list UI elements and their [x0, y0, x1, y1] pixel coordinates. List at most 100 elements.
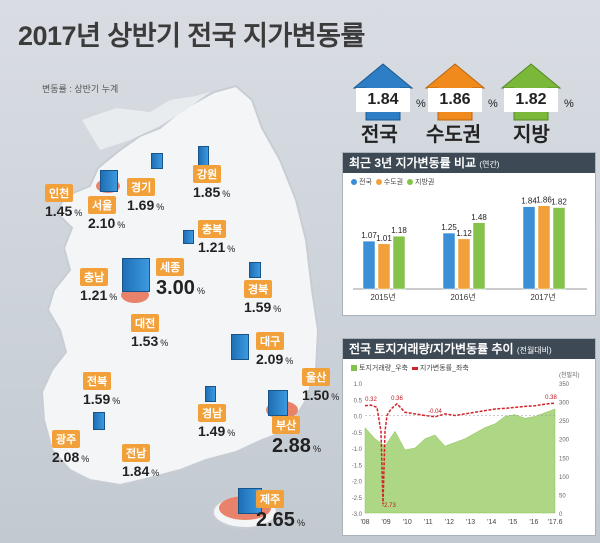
region-jeonnam: 전남 1.84%	[122, 444, 159, 481]
region-label: 경북	[244, 280, 273, 298]
region-label: 대전	[131, 314, 160, 332]
summary-national: 1.84 %	[352, 62, 426, 132]
region-value: 3.00%	[156, 277, 205, 299]
region-value: 2.10%	[88, 215, 126, 231]
data-label: 1.86	[536, 196, 552, 205]
x-tick-label: '14	[487, 519, 496, 526]
bar	[392, 235, 406, 290]
data-label: 1.07	[361, 231, 377, 240]
y-left-tick: -1.0	[352, 447, 363, 453]
x-tick-label: 2016년	[450, 292, 475, 302]
y-right-tick: 350	[559, 382, 570, 388]
region-label: 울산	[302, 368, 331, 386]
y-right-unit: (천필지)	[559, 371, 580, 379]
region-label: 충남	[80, 268, 109, 286]
region-gangwon: 강원 1.85%	[193, 165, 230, 202]
page-title: 2017년 상반기 전국 지가변동률	[18, 21, 365, 51]
summary-capital: 1.86 %	[424, 62, 498, 132]
region-gyeongbuk: 경북 1.59%	[244, 280, 281, 317]
x-tick-label: '09	[382, 519, 391, 526]
x-tick-label: 2015년	[370, 292, 395, 302]
bar	[552, 207, 566, 290]
region-value: 1.45%	[45, 203, 83, 219]
bar	[377, 243, 391, 290]
y-right-tick: 300	[559, 401, 570, 407]
region-label: 전북	[83, 372, 112, 390]
region-chungbuk: 충북 1.21%	[198, 220, 235, 257]
region-label: 광주	[52, 430, 81, 448]
y-right-tick: 150	[559, 456, 570, 462]
region-jeonbuk: 전북 1.59%	[83, 372, 120, 409]
region-label: 경기	[127, 178, 156, 196]
summary-local: 1.82 %	[500, 62, 574, 132]
region-seoul: 서울 2.10%	[88, 196, 125, 233]
region-value: 1.59%	[83, 391, 121, 407]
region-incheon: 인천 1.45%	[45, 184, 82, 221]
annotation-label: 0.38	[545, 395, 557, 401]
column-icon	[231, 334, 249, 360]
y-right-tick: 200	[559, 438, 570, 444]
x-tick-label: '16	[529, 519, 538, 526]
region-daegu: 대구 2.09%	[256, 332, 293, 369]
data-label: 1.18	[391, 226, 407, 235]
y-right-tick: 250	[559, 419, 570, 425]
region-gyeongnam: 경남 1.49%	[198, 404, 235, 441]
summary-label: 수도권	[426, 124, 482, 146]
bar	[362, 240, 376, 290]
region-label: 제주	[256, 490, 285, 508]
chart-legend: 토지거래량_우축 지가변동률_좌축	[351, 363, 469, 373]
y-left-tick: -3.0	[352, 512, 363, 518]
region-value: 1.59%	[244, 299, 282, 315]
chart-legend: 전국 수도권 지방권	[351, 177, 434, 187]
column-icon	[122, 258, 150, 292]
panel-title: 전국 토지거래량/지가변동률 추이 (전월대비)	[343, 339, 595, 359]
region-value: 2.88%	[272, 435, 321, 457]
y-right-tick: 0	[559, 512, 563, 518]
bar	[537, 205, 551, 290]
x-tick-label: '17.6	[548, 519, 563, 526]
y-right-tick: 100	[559, 475, 570, 481]
note-text: 변동률 : 상반기 누계	[42, 84, 119, 94]
region-value: 1.84%	[122, 463, 160, 479]
region-label: 인천	[45, 184, 74, 202]
column-icon	[268, 390, 288, 416]
region-value: 2.65%	[256, 509, 305, 531]
x-tick-label: '12	[445, 519, 454, 526]
rate-line	[364, 402, 556, 505]
volume-area	[364, 408, 556, 514]
y-left-tick: -2.0	[352, 480, 363, 486]
region-value: 1.21%	[198, 239, 236, 255]
data-label: 1.48	[471, 213, 487, 222]
column-icon	[93, 412, 105, 430]
y-left-tick: -2.5	[352, 496, 363, 502]
summary-label: 전국	[361, 124, 398, 146]
summary-value: 1.86	[428, 88, 482, 112]
region-busan: 부산 2.88%	[272, 416, 321, 460]
x-tick-label: '10	[403, 519, 412, 526]
summary-unit: %	[564, 98, 574, 110]
region-value: 1.49%	[198, 423, 236, 439]
data-label: 1.84	[521, 197, 537, 206]
region-label: 서울	[88, 196, 117, 214]
x-tick-label: '15	[508, 519, 517, 526]
bar	[472, 222, 486, 290]
region-label: 세종	[156, 258, 185, 276]
region-value: 1.50%	[302, 387, 340, 403]
panel-title: 최근 3년 지가변동률 비교 (연간)	[343, 153, 595, 173]
data-label: 1.01	[376, 234, 392, 243]
column-icon	[183, 230, 194, 244]
annotation-label: 0.36	[391, 396, 403, 402]
trend-panel: 전국 토지거래량/지가변동률 추이 (전월대비) 토지거래량_우축 지가변동률_…	[342, 338, 596, 536]
bar	[442, 232, 456, 290]
annotation-label: 0.32	[365, 397, 377, 403]
summary-unit: %	[416, 98, 426, 110]
region-gyeonggi: 경기 1.69%	[127, 178, 164, 215]
data-label: 1.82	[551, 198, 567, 207]
y-left-tick: -0.5	[352, 431, 363, 437]
data-label: 1.25	[441, 223, 457, 232]
region-value: 1.53%	[131, 333, 169, 349]
annotation-label: -0.04	[428, 409, 442, 415]
region-jeju: 제주 2.65%	[256, 490, 305, 534]
region-daejeon: 대전 1.53%	[131, 314, 168, 351]
region-value: 1.69%	[127, 197, 165, 213]
